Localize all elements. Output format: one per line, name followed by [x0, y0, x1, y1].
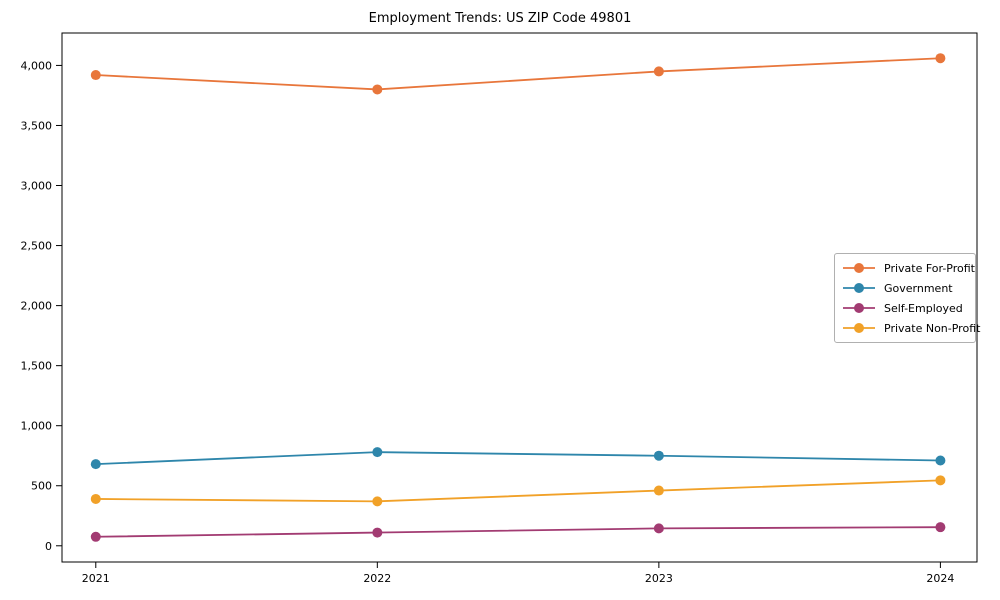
x-tick-label: 2021	[82, 572, 110, 585]
plot-border	[61, 32, 978, 563]
data-point	[372, 527, 383, 538]
data-point	[653, 523, 664, 534]
series-line	[95, 479, 941, 503]
data-point	[935, 53, 946, 64]
legend: Private For-Profit Government Self-Employe…	[834, 253, 980, 343]
legend-marker-icon	[843, 263, 875, 273]
y-tick-label: 2,500	[21, 240, 53, 253]
data-point	[90, 459, 101, 470]
y-tick-label: 2,000	[21, 300, 53, 313]
legend-label: Private Non-Profit	[884, 321, 981, 335]
legend-label: Self-Employed	[884, 301, 963, 315]
x-tick-label: 2022	[363, 572, 391, 585]
data-point	[653, 66, 664, 77]
legend-marker-icon	[843, 303, 875, 313]
legend-item: Private For-Profit	[842, 262, 975, 275]
series-line	[95, 451, 941, 466]
x-tick-label: 2024	[926, 572, 954, 585]
legend-marker-icon	[843, 323, 875, 333]
y-tick-label: 1,500	[21, 360, 53, 373]
x-tick-label: 2023	[645, 572, 673, 585]
series-line	[95, 526, 941, 538]
series-line	[95, 57, 941, 91]
data-point	[653, 450, 664, 461]
data-point	[935, 522, 946, 533]
y-tick-label: 4,000	[21, 59, 53, 72]
legend-item: Government	[842, 282, 968, 295]
data-point	[935, 475, 946, 486]
legend-label: Government	[884, 281, 953, 295]
data-point	[90, 531, 101, 542]
y-tick-label: 500	[31, 480, 52, 493]
y-tick-label: 3,000	[21, 180, 53, 193]
legend-item: Self-Employed	[842, 302, 968, 315]
chart-title: Employment Trends: US ZIP Code 49801	[368, 11, 632, 26]
legend-item: Private Non-Profit	[842, 322, 980, 335]
data-point	[372, 84, 383, 95]
data-point	[90, 493, 101, 504]
y-tick-label: 3,500	[21, 119, 53, 132]
data-point	[372, 447, 383, 458]
legend-label: Private For-Profit	[884, 261, 975, 275]
data-point	[935, 455, 946, 466]
y-tick-label: 1,000	[21, 420, 53, 433]
data-point	[653, 485, 664, 496]
y-tick-label: 0	[45, 540, 52, 553]
legend-marker-icon	[843, 283, 875, 293]
data-point	[90, 70, 101, 81]
data-point	[372, 496, 383, 507]
